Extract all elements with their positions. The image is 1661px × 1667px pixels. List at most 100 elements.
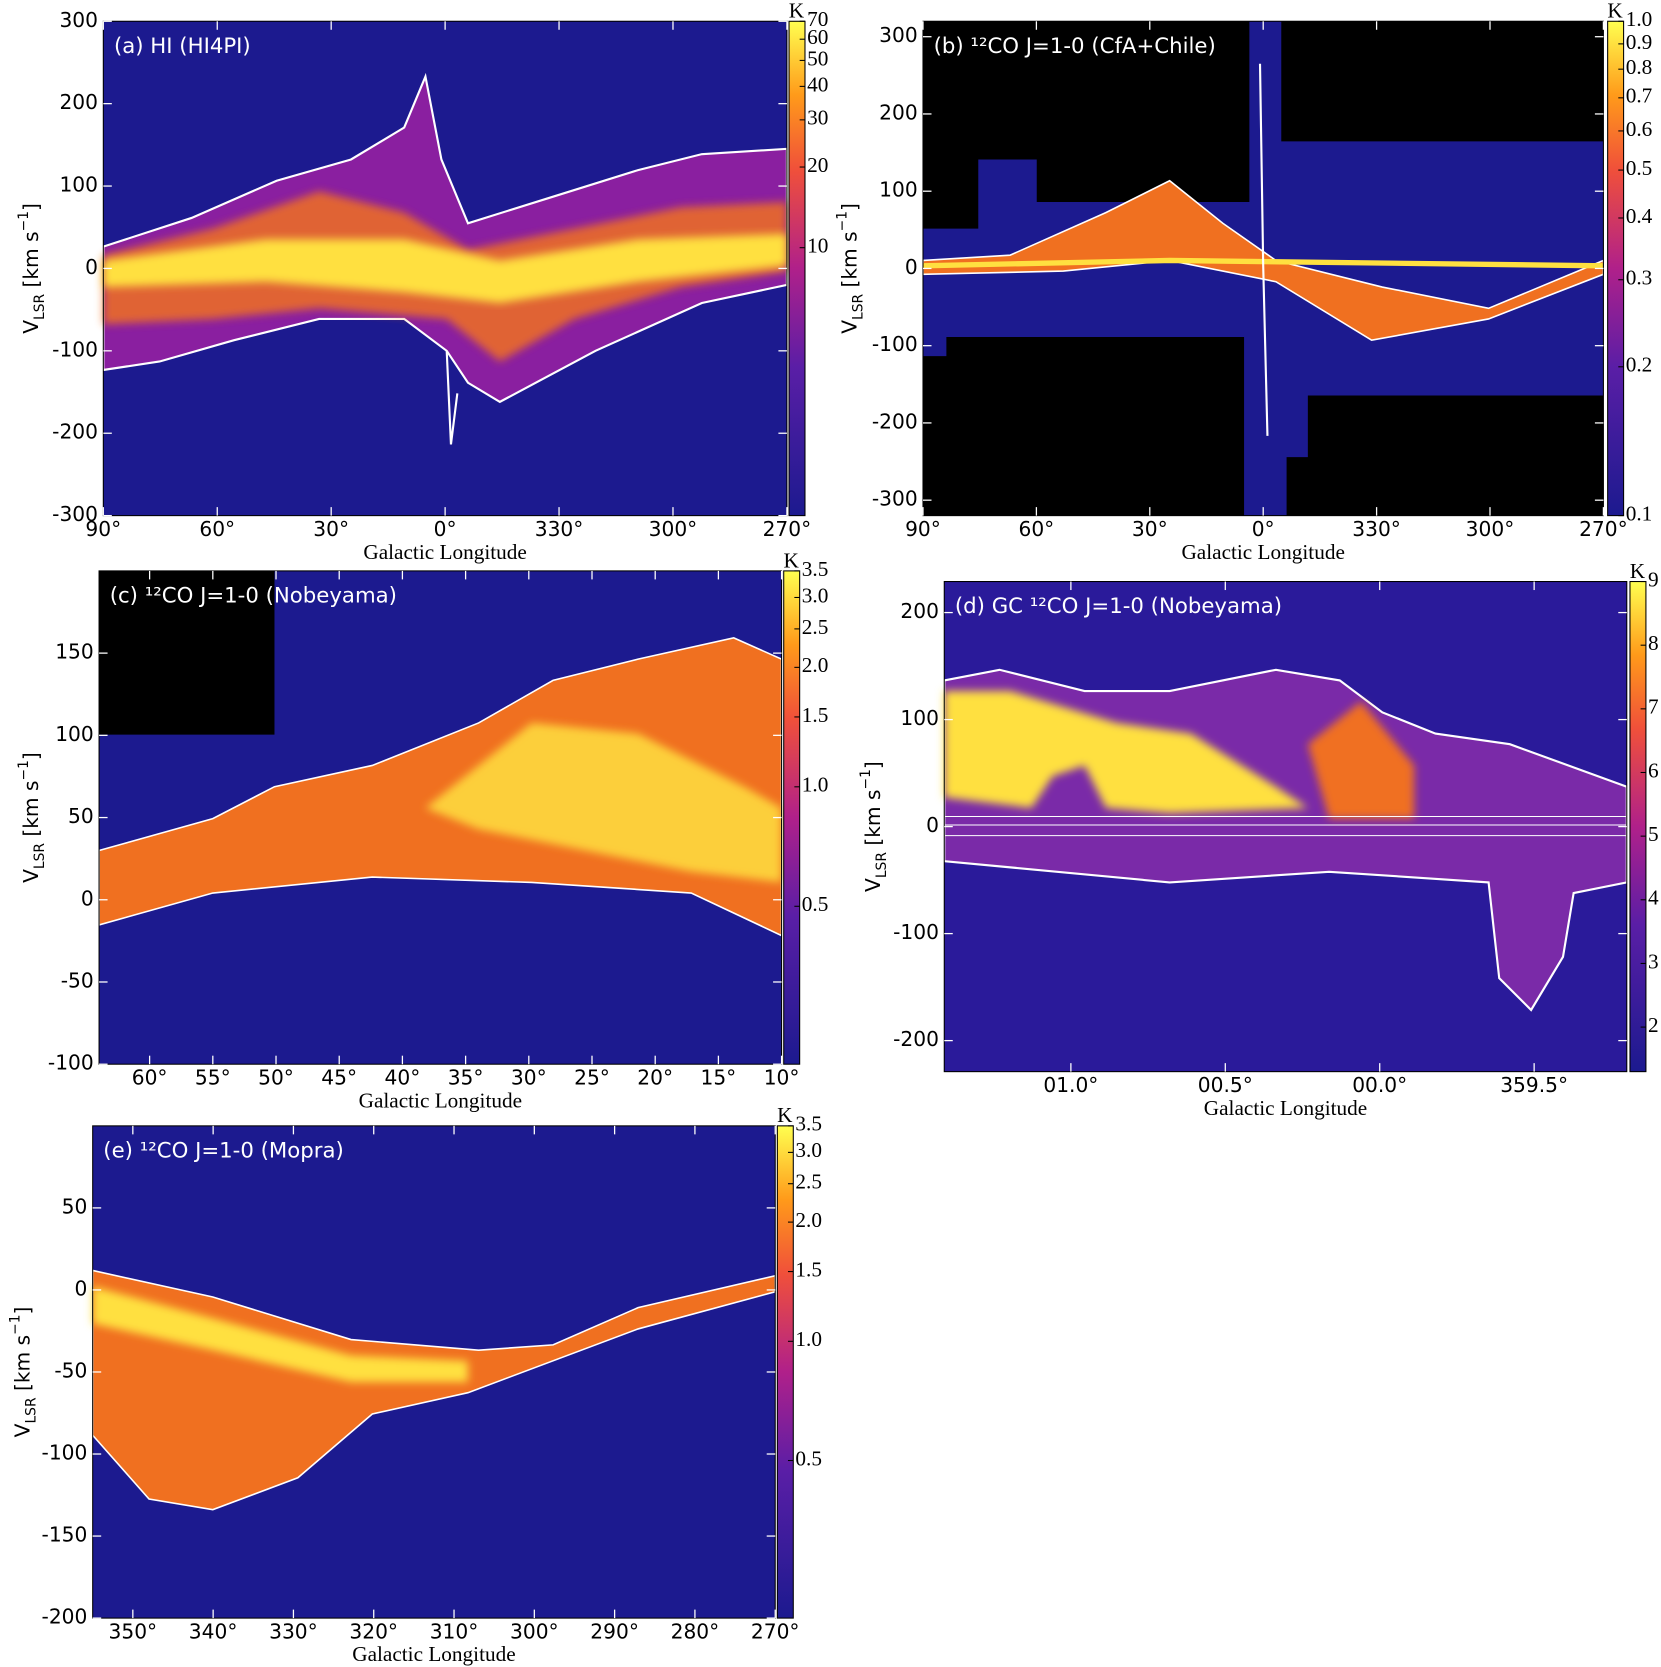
y-axis-label-part: [km s <box>837 231 861 294</box>
y-axis-label-part: −1 <box>858 769 874 789</box>
y-axis-label-part: V <box>19 869 43 883</box>
no-data <box>1286 395 1604 516</box>
emission-core <box>922 257 1604 269</box>
colorbar-tick-label: 2.5 <box>802 615 829 639</box>
y-axis-label: VLSR [km s−1] <box>16 203 48 334</box>
y-tick-label: 0 <box>85 255 98 279</box>
colorbar-label: K <box>789 0 805 23</box>
y-tick-label: -300 <box>872 487 918 511</box>
y-axis-label-part: ] <box>861 761 885 769</box>
x-axis-label: Galactic Longitude <box>1181 540 1344 564</box>
y-tick-label: -100 <box>48 1051 94 1075</box>
colorbar-tick-label: 0.2 <box>1626 353 1653 377</box>
colorbar-tick-label: 20 <box>807 153 828 177</box>
y-axis-label-part: −1 <box>16 760 32 780</box>
panel-a-image <box>102 21 788 516</box>
y-tick-label: -50 <box>54 1358 87 1382</box>
colorbar-tick-label: 0.9 <box>1626 30 1653 54</box>
y-axis-label-part: LSR <box>874 852 890 878</box>
y-axis-label-part: LSR <box>851 294 867 320</box>
x-tick-label: 330° <box>269 1619 318 1643</box>
x-tick-label: 00.0° <box>1352 1073 1407 1097</box>
x-tick-label: 270° <box>763 517 812 541</box>
emission-core <box>944 691 1308 814</box>
x-tick-label: 30° <box>511 1066 547 1090</box>
y-axis-label-part: ] <box>837 203 861 211</box>
x-tick-label: 330° <box>535 517 584 541</box>
x-tick-label: 90° <box>85 517 121 541</box>
panel-b-image <box>922 21 1605 516</box>
y-axis-label-part: [km s <box>19 780 43 843</box>
absorption-contour <box>445 350 459 445</box>
colorbar-tick-label: 6 <box>1648 758 1659 782</box>
colorbar-tick-label: 30 <box>807 106 828 130</box>
y-tick-label: -50 <box>61 968 94 992</box>
x-tick-label: 300° <box>1466 517 1515 541</box>
colorbar-tick-label: 1.5 <box>802 703 829 727</box>
y-tick-label: 200 <box>59 90 98 114</box>
colorbar-tick-label: 9 <box>1648 567 1659 591</box>
y-axis-label-part: LSR <box>32 294 48 320</box>
x-tick-label: 340° <box>189 1619 238 1643</box>
y-axis-label: VLSR [km s−1] <box>16 752 48 883</box>
colorbar-tick-label: 0.7 <box>1626 84 1653 108</box>
x-tick-label: 10° <box>764 1066 800 1090</box>
x-tick-label: 330° <box>1352 517 1401 541</box>
colorbar-tick-label: 2 <box>1648 1013 1659 1037</box>
x-tick-label: 300° <box>510 1619 559 1643</box>
x-tick-label: 15° <box>700 1066 736 1090</box>
colorbar-tick-label: 3.0 <box>802 583 829 607</box>
y-tick-label: -300 <box>52 502 98 526</box>
x-axis-label: Galactic Longitude <box>352 1642 515 1666</box>
colorbar-tick-label: 50 <box>807 46 828 70</box>
y-tick-label: 300 <box>879 23 918 47</box>
y-tick-label: -200 <box>52 420 98 444</box>
y-tick-label: -100 <box>893 920 939 944</box>
colorbar <box>1607 20 1625 517</box>
x-tick-label: 60° <box>1018 517 1054 541</box>
emission <box>91 1269 777 1511</box>
y-tick-label: -200 <box>893 1027 939 1051</box>
x-tick-label: 320° <box>349 1619 398 1643</box>
y-tick-label: -200 <box>42 1605 88 1629</box>
panel-title: (c) ¹²CO J=1-0 (Nobeyama) <box>110 583 397 608</box>
x-tick-label: 35° <box>448 1066 484 1090</box>
y-axis-label-part: −1 <box>835 211 851 231</box>
colorbar-tick-label: 5 <box>1648 822 1659 846</box>
x-tick-label: 30° <box>1132 517 1168 541</box>
y-tick-label: 0 <box>81 886 94 910</box>
y-axis-label-part: V <box>837 320 861 334</box>
x-tick-label: 60° <box>199 517 235 541</box>
x-tick-label: 300° <box>649 517 698 541</box>
colorbar-tick-label: 70 <box>807 7 828 31</box>
colorbar-tick-label: 3 <box>1648 949 1659 973</box>
y-tick-label: 100 <box>900 706 939 730</box>
colorbar-tick-label: 3.5 <box>802 557 829 581</box>
y-axis-label: VLSR [km s−1] <box>858 761 890 892</box>
x-tick-label: 90° <box>905 517 941 541</box>
colorbar-tick-label: 2.0 <box>802 653 829 677</box>
colorbar-tick-label: 2.0 <box>795 1208 822 1232</box>
no-data <box>922 337 1245 516</box>
colorbar <box>788 20 806 517</box>
colorbar <box>783 570 801 1065</box>
panel-title: (a) HI (HI4PI) <box>114 34 251 59</box>
colorbar-tick-label: 3.0 <box>795 1138 822 1162</box>
x-tick-label: 01.0° <box>1043 1073 1098 1097</box>
colorbar <box>1629 581 1647 1073</box>
panel-title: (b) ¹²CO J=1-0 (CfA+Chile) <box>934 34 1216 59</box>
emission-core <box>425 722 782 883</box>
x-tick-label: 45° <box>321 1066 357 1090</box>
no-data <box>99 570 275 735</box>
panel-title: (e) ¹²CO J=1-0 (Mopra) <box>103 1138 343 1163</box>
y-tick-label: 0 <box>75 1276 88 1300</box>
y-axis-label-part: ] <box>19 752 43 760</box>
colorbar-tick-label: 0.5 <box>795 1446 822 1470</box>
colorbar-tick-label: 0.4 <box>1626 204 1653 228</box>
absorption-contour <box>944 815 1627 837</box>
colorbar-tick-label: 0.1 <box>1626 501 1653 525</box>
y-tick-label: 150 <box>55 640 94 664</box>
emission-core <box>92 1286 468 1383</box>
colorbar-tick-label: 2.5 <box>795 1170 822 1194</box>
